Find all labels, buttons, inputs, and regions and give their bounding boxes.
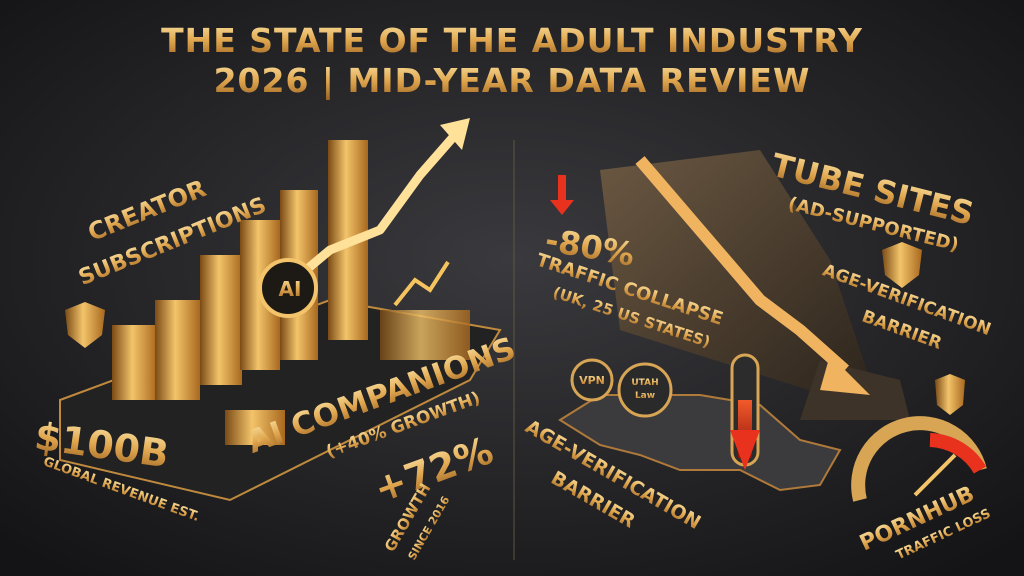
ai-badge: AI bbox=[279, 277, 302, 301]
map-pin: UTAH bbox=[631, 378, 658, 388]
title-line: 2026 | MID-YEAR DATA REVIEW bbox=[214, 61, 811, 100]
right-illustration bbox=[550, 150, 987, 502]
title-line: THE STATE OF THE ADULT INDUSTRY bbox=[161, 21, 863, 60]
left-illustration bbox=[59, 118, 502, 502]
map-pin: VPN bbox=[579, 374, 605, 387]
map-pin: Law bbox=[635, 391, 655, 401]
